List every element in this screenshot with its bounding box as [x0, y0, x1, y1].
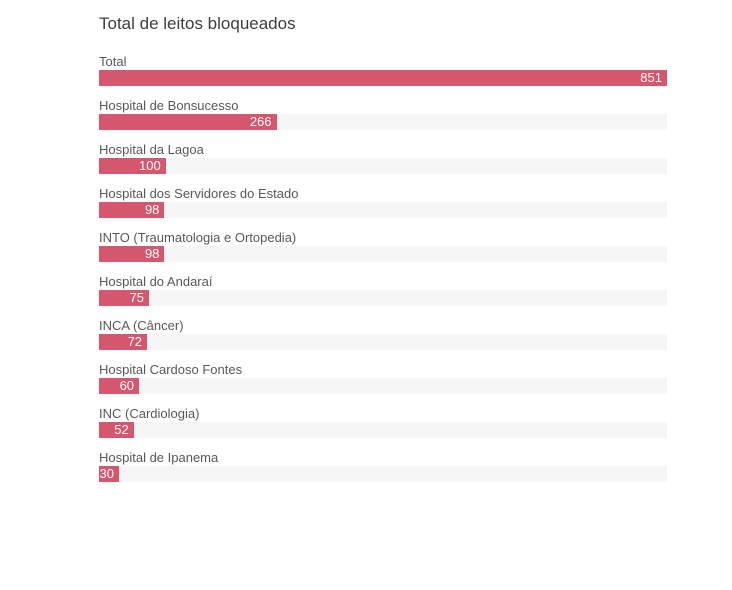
- chart-row: Hospital dos Servidores do Estado 98: [99, 186, 667, 218]
- bar-track: 100: [99, 158, 667, 174]
- bar-fill: 851: [99, 70, 667, 86]
- bar-track: 52: [99, 422, 667, 438]
- bar-label: Hospital Cardoso Fontes: [99, 362, 243, 377]
- bar-value-label: 30: [99, 466, 115, 481]
- bar-value-label: 100: [139, 158, 161, 173]
- bar-track: 75: [99, 290, 667, 306]
- bar-label: Hospital da Lagoa: [99, 142, 204, 157]
- bar-value-label: 75: [129, 290, 145, 305]
- bar-value-label: 98: [144, 202, 160, 217]
- bar-value-label: 851: [640, 70, 662, 85]
- bar-label: INC (Cardiologia): [99, 406, 200, 421]
- chart-row: Hospital de Ipanema 30: [99, 450, 667, 482]
- bar-fill: 75: [99, 290, 150, 306]
- bar-chart: Total de leitos bloqueados Total 851 Hospi…: [99, 13, 667, 494]
- chart-row: Hospital do Andaraí 75: [99, 274, 667, 306]
- bar-value-label: 52: [114, 422, 129, 437]
- bar-label: Hospital do Andaraí: [99, 274, 213, 289]
- bar-fill: 98: [99, 246, 165, 262]
- bar-track: 60: [99, 378, 667, 394]
- bar-fill: 60: [99, 378, 140, 394]
- bar-track: 72: [99, 334, 667, 350]
- bar-label: INCA (Câncer): [99, 318, 184, 333]
- chart-row: INCA (Câncer) 72: [99, 318, 667, 350]
- bar-label: Hospital de Bonsucesso: [99, 98, 239, 113]
- bar-value-label: 266: [249, 114, 272, 129]
- chart-row: Hospital de Bonsucesso 266: [99, 98, 667, 130]
- chart-row: Hospital Cardoso Fontes 60: [99, 362, 667, 394]
- bar-track: 98: [99, 246, 667, 262]
- chart-row: Total 851: [99, 54, 667, 86]
- bar-track: 851: [99, 70, 667, 86]
- bar-value-label: 98: [144, 246, 160, 261]
- bar-label: Hospital de Ipanema: [99, 450, 219, 465]
- chart-row: Hospital da Lagoa 100: [99, 142, 667, 174]
- bar-track: 266: [99, 114, 667, 130]
- bar-label: INTO (Traumatologia e Ortopedia): [99, 230, 297, 245]
- bar-fill: 52: [99, 422, 134, 438]
- chart-row: INC (Cardiologia) 52: [99, 406, 667, 438]
- chart-title: Total de leitos bloqueados: [99, 14, 296, 33]
- bar-fill: 98: [99, 202, 165, 218]
- bar-fill: 72: [99, 334, 148, 350]
- bar-fill: 100: [99, 158, 166, 174]
- bar-value-label: 72: [127, 334, 143, 349]
- bar-track: 98: [99, 202, 667, 218]
- bar-value-label: 60: [119, 378, 135, 393]
- bar-fill: 266: [99, 114, 277, 130]
- bar-label: Total: [99, 54, 127, 69]
- bar-fill: 30: [99, 466, 120, 482]
- chart-row: INTO (Traumatologia e Ortopedia) 98: [99, 230, 667, 262]
- chart-rows: Total 851 Hospital de Bonsucesso 266 Hospita…: [99, 54, 667, 482]
- bar-track: 30: [99, 466, 667, 482]
- bar-label: Hospital dos Servidores do Estado: [99, 186, 299, 201]
